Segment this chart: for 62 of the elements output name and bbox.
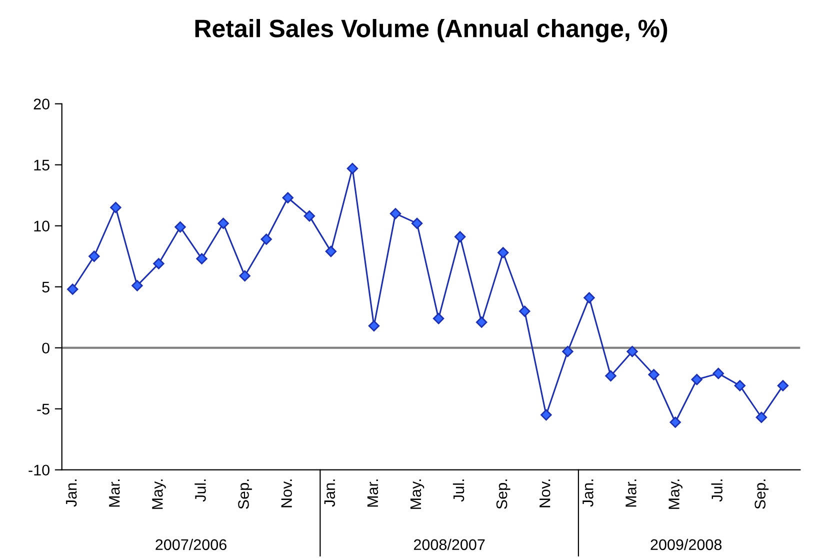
- x-tick-label: Jan.: [66, 480, 77, 507]
- point: [153, 258, 164, 270]
- point: [174, 221, 186, 233]
- text: 2009/2008: [650, 538, 722, 550]
- x-tick-label: Sep.: [238, 480, 252, 509]
- point: [734, 380, 746, 392]
- y-tick-label: 20: [34, 98, 50, 110]
- text: 2007/2006: [156, 538, 226, 550]
- x-tick-label: Mar.: [109, 480, 120, 507]
- y-tick-label: -5: [37, 404, 50, 415]
- y-tick-label: 5: [42, 282, 50, 292]
- point: [325, 246, 337, 258]
- point: [282, 192, 294, 204]
- point: [304, 210, 316, 222]
- x-tick-label: Jan.: [324, 480, 336, 507]
- point: [519, 306, 530, 317]
- point: [218, 218, 229, 229]
- point: [132, 280, 143, 292]
- point: [454, 231, 466, 242]
- point: [88, 250, 100, 262]
- x-tick-label: Jul.: [452, 480, 464, 502]
- point: [498, 247, 509, 258]
- x-tick-label: Sep.: [496, 480, 510, 509]
- x-tick-label: Jul.: [711, 480, 722, 502]
- point: [346, 162, 358, 174]
- point: [562, 346, 574, 358]
- point: [691, 374, 702, 386]
- point: [756, 412, 768, 423]
- point: [260, 234, 272, 245]
- chart-title: Retail Sales Volume (Annual change, %): [195, 19, 668, 42]
- x-tick-label: Mar.: [367, 480, 378, 507]
- point: [411, 218, 423, 229]
- point: [584, 292, 595, 304]
- x-tick-label: Jul.: [194, 480, 206, 502]
- point: [626, 346, 638, 358]
- point: [777, 380, 789, 392]
- x-tick-label: May.: [410, 480, 424, 509]
- point: [67, 284, 78, 295]
- x-tick-label: May.: [152, 480, 166, 509]
- point: [196, 253, 208, 264]
- y-tick-label: 0: [42, 342, 50, 354]
- point: [605, 370, 616, 382]
- x-tick-label: Sep.: [754, 480, 769, 509]
- x-tick-label: Jan.: [582, 480, 594, 507]
- y-tick-label: -10: [28, 464, 50, 476]
- x-tick-label: Nov.: [540, 480, 550, 508]
- point: [390, 208, 402, 220]
- point: [110, 202, 122, 214]
- point: [239, 270, 250, 282]
- point: [712, 368, 724, 380]
- point: [540, 409, 552, 421]
- point: [670, 416, 681, 428]
- y-tick-label: 10: [34, 220, 50, 232]
- point: [648, 369, 660, 380]
- point: [368, 320, 380, 332]
- x-tick-label: Nov.: [281, 480, 292, 508]
- text: 2008/2007: [414, 538, 485, 550]
- point: [476, 316, 488, 328]
- x-tick-label: Mar.: [626, 480, 636, 507]
- y-tick-label: 15: [34, 160, 50, 170]
- point: [432, 312, 444, 324]
- x-tick-label: May.: [668, 480, 682, 509]
